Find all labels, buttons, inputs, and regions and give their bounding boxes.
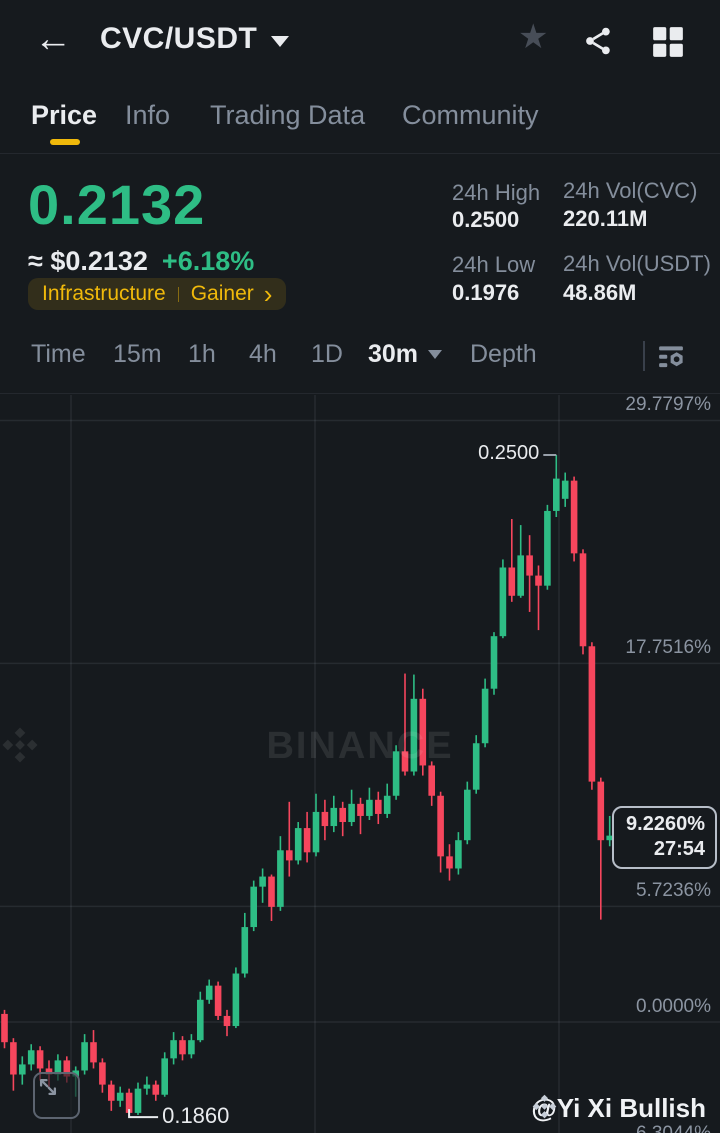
binance-credit-logo-icon <box>533 1094 557 1119</box>
favorite-star-icon[interactable]: ★ <box>518 18 549 56</box>
change-24h: +6.18% <box>161 246 255 276</box>
y-axis-label: 5.7236% <box>635 880 711 902</box>
y-axis-label: 0.0000% <box>635 996 711 1017</box>
expand-arrows-icon <box>39 1078 57 1096</box>
y-axis-label: -6.3044% <box>591 1123 711 1133</box>
stat-high-label: 24h High <box>452 180 541 205</box>
interval-15m[interactable]: 15m <box>113 340 162 368</box>
tab-trading-data[interactable]: Trading Data <box>210 100 366 130</box>
pair-title-label: CVC/USDT <box>100 22 258 55</box>
last-price: 0.2132 <box>28 173 206 236</box>
interval-1h[interactable]: 1h <box>188 340 216 368</box>
high-price-annotation: 0.2500 <box>478 441 540 464</box>
tab-price[interactable]: Price <box>31 100 98 130</box>
fullscreen-expand-button[interactable] <box>33 1072 80 1119</box>
y-axis-label: 17.7516% <box>625 637 711 659</box>
tabs-divider <box>0 153 720 154</box>
stat-volquote-label: 24h Vol(USDT) <box>563 251 711 276</box>
y-axis-label: 29.7797% <box>625 395 711 416</box>
indicators-settings-icon[interactable] <box>656 342 686 377</box>
stat-low-value: 0.1976 <box>452 280 520 305</box>
active-tab-underline <box>50 139 80 145</box>
stat-high-value: 0.2500 <box>452 207 520 232</box>
binance-watermark-text: BINANCE <box>266 725 454 767</box>
last-price-tag-percent: 9.2260% <box>626 812 705 835</box>
last-price-tag-countdown: 27:54 <box>653 837 705 860</box>
tab-community[interactable]: Community <box>402 100 539 130</box>
low-price-annotation: 0.1860 <box>162 1103 230 1129</box>
interval-selected-30m[interactable]: 30m <box>368 340 419 368</box>
toolbar-divider <box>643 341 645 371</box>
category-badge[interactable]: Infrastructure Gainer › <box>28 278 287 310</box>
interval-time[interactable]: Time <box>31 340 86 368</box>
stat-volquote-value: 48.86M <box>563 280 637 305</box>
stat-volbase-value: 220.11M <box>563 206 648 231</box>
badge-separator <box>177 286 179 302</box>
candlestick-chart[interactable]: BINANCE 0.2500 0.1860 9.2260% 27:54 @Yi … <box>0 395 720 1133</box>
category-tag: Infrastructure <box>42 282 166 305</box>
stat-volbase-label: 24h Vol(CVC) <box>563 178 698 203</box>
chart-top-divider <box>0 393 720 394</box>
stat-low-label: 24h Low <box>452 252 536 277</box>
share-icon[interactable] <box>584 26 614 61</box>
depth-button[interactable]: Depth <box>470 340 537 368</box>
grid-apps-icon[interactable] <box>652 26 684 63</box>
binance-watermark: BINANCE <box>0 725 720 768</box>
gainer-tag: Gainer <box>190 282 254 305</box>
interval-1d[interactable]: 1D <box>311 340 343 368</box>
chart-credit-text: @Yi Xi Bullish <box>531 1093 706 1123</box>
last-price-tag: 9.2260% 27:54 <box>612 805 717 869</box>
back-arrow-icon[interactable]: ← <box>34 18 72 60</box>
interval-dropdown-caret-icon[interactable] <box>428 350 442 359</box>
chart-credit: @Yi Xi Bullish <box>531 1093 706 1124</box>
interval-4h[interactable]: 4h <box>249 340 277 368</box>
tab-info[interactable]: Info <box>125 100 171 130</box>
pair-title[interactable]: CVC/USDT <box>100 22 290 56</box>
fiat-approx-value: ≈ $0.2132 <box>28 246 148 276</box>
binance-logo-icon <box>2 727 38 763</box>
fiat-price-row: ≈ $0.2132 +6.18% <box>28 246 254 277</box>
candlestick-chart-canvas <box>0 395 720 1133</box>
pair-dropdown-caret-icon <box>271 35 290 47</box>
